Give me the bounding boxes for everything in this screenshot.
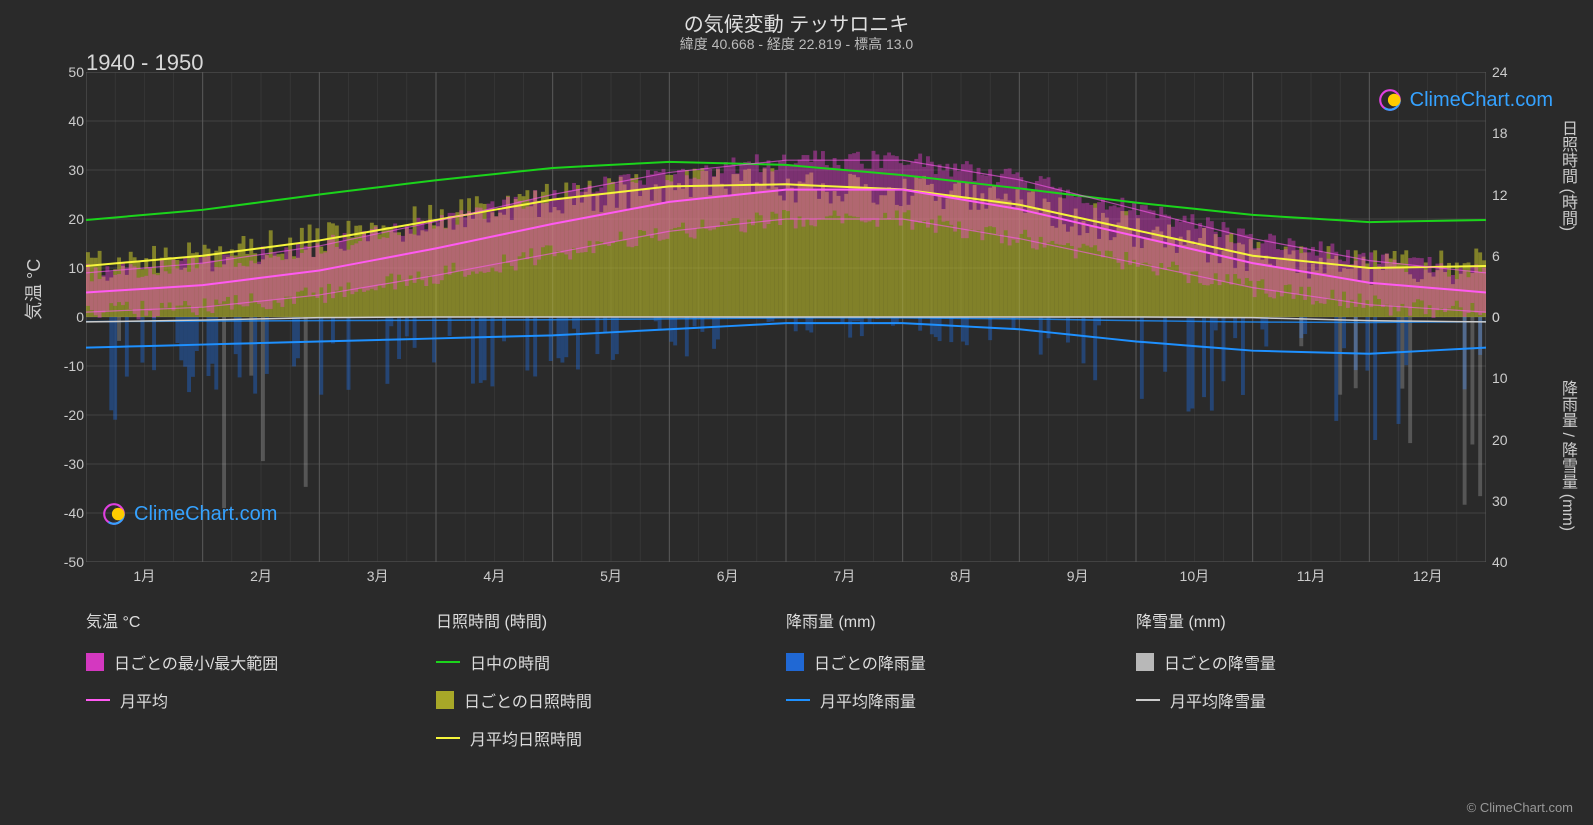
swatch-icon [1136, 653, 1154, 671]
legend-item: 日ごとの降雨量 [786, 650, 1136, 674]
y-tick-right-top: 12 [1492, 187, 1508, 203]
x-tick-label: 7月 [833, 566, 855, 586]
legend-col-temp: 気温 °C 日ごとの最小/最大範囲 月平均 [86, 608, 436, 750]
y-tick-left: -20 [50, 407, 84, 423]
x-tick-label: 4月 [483, 566, 505, 586]
legend-label: 月平均 [120, 688, 168, 712]
legend-label: 日ごとの降雪量 [1164, 650, 1276, 674]
x-tick-label: 6月 [717, 566, 739, 586]
y-tick-left: -40 [50, 505, 84, 521]
legend-col-snow: 降雪量 (mm) 日ごとの降雪量 月平均降雪量 [1136, 608, 1486, 750]
swatch-line-icon [1136, 699, 1160, 701]
legend-label: 月平均日照時間 [470, 726, 582, 750]
swatch-icon [436, 691, 454, 709]
legend-item: 日ごとの最小/最大範囲 [86, 650, 436, 674]
x-tick-label: 11月 [1297, 566, 1326, 586]
y-axis-left-label: 気温 °C [20, 259, 46, 320]
legend-head: 降雨量 (mm) [786, 608, 1136, 632]
logo-icon [100, 500, 128, 528]
legend-item: 月平均降雪量 [1136, 688, 1486, 712]
y-tick-right-bottom: 10 [1492, 370, 1508, 386]
legend-item: 日ごとの降雪量 [1136, 650, 1486, 674]
x-tick-label: 2月 [250, 566, 272, 586]
legend-item: 月平均降雨量 [786, 688, 1136, 712]
y-tick-left: 30 [50, 162, 84, 178]
legend-label: 月平均降雪量 [1170, 688, 1266, 712]
swatch-icon [86, 653, 104, 671]
swatch-icon [786, 653, 804, 671]
legend-label: 月平均降雨量 [820, 688, 916, 712]
x-tick-label: 9月 [1067, 566, 1089, 586]
y-tick-right-bottom: 40 [1492, 554, 1508, 570]
y-tick-right-bottom: 0 [1492, 309, 1500, 325]
legend-item: 日中の時間 [436, 650, 786, 674]
legend-label: 日ごとの降雨量 [814, 650, 926, 674]
swatch-line-icon [86, 699, 110, 701]
chart-container: の気候変動 テッサロニキ 緯度 40.668 - 経度 22.819 - 標高 … [0, 0, 1593, 825]
x-tick-label: 5月 [600, 566, 622, 586]
legend-head: 降雪量 (mm) [1136, 608, 1486, 632]
y-axis-right-bottom-label: 降雨量 / 降雪量 (mm) [1555, 380, 1579, 531]
x-tick-label: 10月 [1180, 566, 1210, 586]
y-tick-left: 20 [50, 211, 84, 227]
x-axis-labels: 1月 2月 3月 4月 5月 6月 7月 8月 9月 10月 11月 12月 [86, 566, 1486, 586]
plot-area [86, 72, 1486, 562]
legend-col-rain: 降雨量 (mm) 日ごとの降雨量 月平均降雨量 [786, 608, 1136, 750]
y-tick-right-top: 24 [1492, 64, 1508, 80]
legend-label: 日中の時間 [470, 650, 550, 674]
y-tick-left: -10 [50, 358, 84, 374]
legend-item: 日ごとの日照時間 [436, 688, 786, 712]
x-tick-label: 8月 [950, 566, 972, 586]
y-tick-right-bottom: 30 [1492, 493, 1508, 509]
legend-col-sun: 日照時間 (時間) 日中の時間 日ごとの日照時間 月平均日照時間 [436, 608, 786, 750]
y-tick-left: 40 [50, 113, 84, 129]
y-tick-left: 10 [50, 260, 84, 276]
y-tick-left: 0 [50, 309, 84, 325]
y-ticks-right-bottom: 010203040 [1492, 317, 1522, 562]
x-tick-label: 1月 [133, 566, 155, 586]
watermark-text: ClimeChart.com [1410, 89, 1553, 112]
y-tick-right-bottom: 20 [1492, 432, 1508, 448]
watermark-top-right: ClimeChart.com [1376, 86, 1553, 114]
legend-head: 気温 °C [86, 608, 436, 632]
legend-label: 日ごとの最小/最大範囲 [114, 650, 278, 674]
legend-label: 日ごとの日照時間 [464, 688, 592, 712]
x-tick-label: 12月 [1413, 566, 1443, 586]
y-axis-right-top-label: 日照時間 (時間) [1555, 120, 1579, 231]
chart-title: の気候変動 テッサロニキ [0, 8, 1593, 37]
legend: 気温 °C 日ごとの最小/最大範囲 月平均 日照時間 (時間) 日中の時間 日ご… [86, 608, 1486, 750]
x-tick-label: 3月 [367, 566, 389, 586]
watermark-text: ClimeChart.com [134, 503, 277, 526]
y-ticks-left: -50-40-30-20-1001020304050 [50, 72, 84, 562]
y-tick-left: -30 [50, 456, 84, 472]
watermark-bottom-left: ClimeChart.com [100, 500, 277, 528]
chart-subtitle: 緯度 40.668 - 経度 22.819 - 標高 13.0 [0, 34, 1593, 54]
swatch-line-icon [786, 699, 810, 701]
y-tick-right-top: 6 [1492, 248, 1500, 264]
chart-svg [86, 72, 1486, 562]
logo-icon [1376, 86, 1404, 114]
legend-head: 日照時間 (時間) [436, 608, 786, 632]
swatch-line-icon [436, 737, 460, 739]
swatch-line-icon [436, 661, 460, 663]
y-tick-left: -50 [50, 554, 84, 570]
legend-item: 月平均 [86, 688, 436, 712]
footer-credit: © ClimeChart.com [1467, 800, 1573, 815]
y-tick-right-top: 18 [1492, 125, 1508, 141]
legend-item: 月平均日照時間 [436, 726, 786, 750]
y-tick-left: 50 [50, 64, 84, 80]
